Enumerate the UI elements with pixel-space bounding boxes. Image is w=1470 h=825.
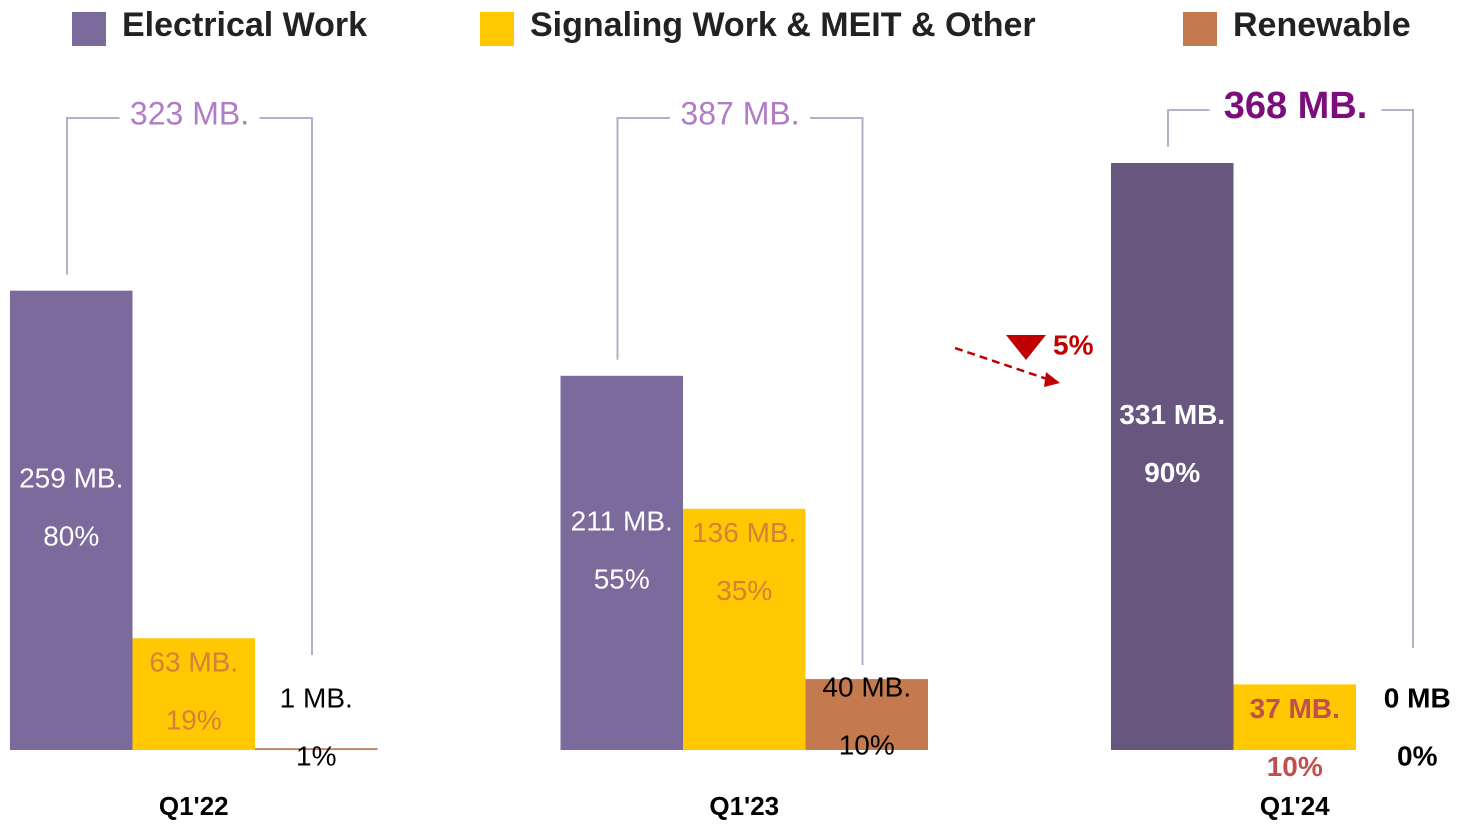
trend-arrow — [954, 346, 1051, 382]
percent-label: 80% — [43, 521, 99, 552]
bar — [1233, 684, 1356, 750]
bracket — [259, 117, 313, 655]
percent-label: 90% — [1144, 457, 1200, 488]
percent-label: 35% — [716, 575, 772, 606]
legend-label: Renewable — [1233, 6, 1411, 44]
x-tick-label: Q1'24 — [1260, 791, 1330, 821]
value-label: 63 MB. — [149, 647, 238, 678]
value-label: 1 MB. — [280, 682, 353, 713]
bar — [255, 748, 378, 750]
bar — [560, 375, 683, 750]
value-label: 37 MB. — [1250, 693, 1340, 724]
legend-swatch — [480, 12, 514, 46]
legend-label: Electrical Work — [122, 6, 367, 44]
bar — [10, 290, 133, 750]
percent-label: 10% — [1267, 751, 1323, 782]
percent-label: 55% — [594, 563, 650, 594]
bracket — [66, 117, 120, 275]
percent-label: 10% — [839, 729, 895, 760]
bracket — [616, 117, 670, 360]
value-label: 136 MB. — [692, 517, 796, 548]
bracket — [810, 117, 864, 665]
legend-swatch — [72, 12, 106, 46]
total-label: 387 MB. — [680, 95, 799, 131]
bracket — [1167, 109, 1210, 147]
value-label: 259 MB. — [19, 463, 123, 494]
x-tick-label: Q1'22 — [159, 791, 229, 821]
value-label: 331 MB. — [1119, 399, 1225, 430]
bar — [1111, 163, 1234, 750]
bar — [683, 508, 806, 750]
legend-label: Signaling Work & MEIT & Other — [530, 6, 1036, 44]
bar — [805, 679, 928, 750]
percent-label: 0% — [1397, 740, 1438, 771]
value-label: 40 MB. — [822, 671, 911, 702]
x-tick-label: Q1'23 — [709, 791, 779, 821]
bracket — [1381, 109, 1414, 648]
percent-label: 1% — [296, 740, 336, 771]
value-label: 0 MB — [1384, 682, 1451, 713]
bar — [132, 638, 255, 750]
value-label: 211 MB. — [571, 505, 673, 536]
total-label: 323 MB. — [130, 95, 249, 131]
legend-swatch — [1183, 12, 1217, 46]
total-label: 368 MB. — [1224, 85, 1368, 127]
percent-label: 19% — [166, 705, 222, 736]
down-triangle — [1006, 335, 1046, 360]
arrow-head — [1044, 372, 1060, 387]
annotation: 5% — [1053, 329, 1094, 360]
